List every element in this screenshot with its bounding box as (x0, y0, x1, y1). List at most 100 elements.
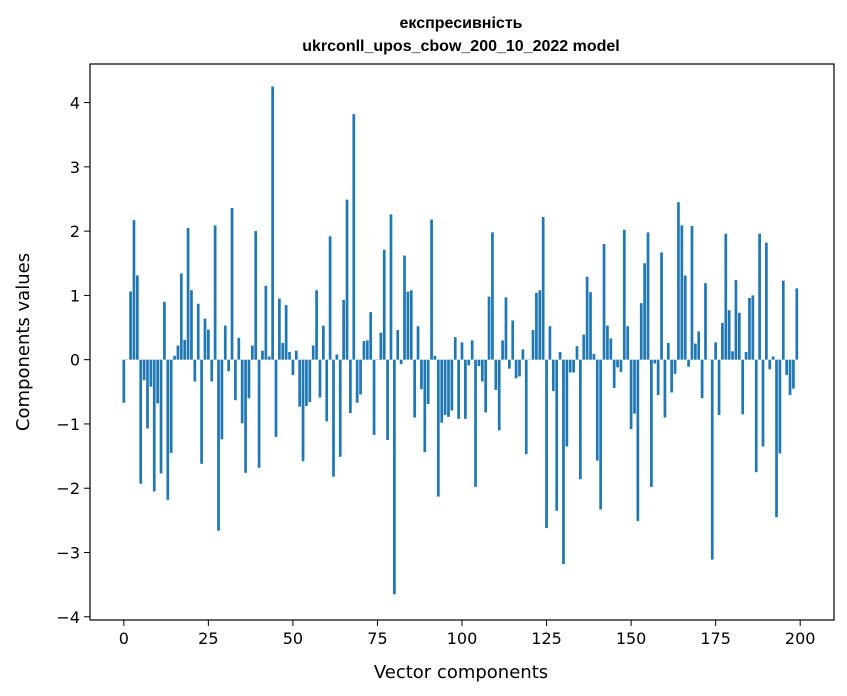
bar-5 (139, 359, 143, 484)
bar-124 (541, 216, 545, 360)
bar-63 (335, 354, 339, 360)
bar-180 (731, 351, 734, 360)
bar-164 (677, 202, 680, 360)
bar-167 (687, 359, 690, 367)
bar-169 (693, 343, 697, 360)
bar-18 (183, 339, 187, 360)
bar-16 (176, 345, 180, 360)
bar-70 (359, 359, 362, 395)
bar-62 (332, 359, 335, 477)
bar-22 (196, 303, 200, 360)
bar-151 (633, 359, 636, 414)
bar-24 (203, 318, 207, 360)
bar-123 (538, 290, 542, 360)
bars-group (122, 86, 799, 595)
bar-198 (792, 359, 795, 389)
bar-23 (200, 359, 203, 464)
bar-33 (234, 359, 237, 401)
bar-143 (606, 325, 609, 360)
bar-129 (558, 351, 562, 360)
x-axis: 0 25 50 75 100 125 150 175 200 (119, 620, 816, 648)
y-tick-label: 2 (70, 222, 80, 241)
bar-88 (420, 359, 423, 390)
bar-108 (487, 296, 491, 360)
bar-137 (585, 276, 589, 360)
x-axis-label: Vector components (374, 662, 548, 683)
bar-101 (464, 359, 467, 419)
y-axis: −4 −3 −2 −1 0 1 2 3 4 (56, 94, 90, 627)
bar-171 (700, 359, 704, 399)
bar-17 (179, 273, 183, 360)
y-tick-label: −1 (56, 415, 80, 434)
bar-6 (142, 359, 146, 381)
bar-27 (213, 225, 217, 360)
bar-58 (318, 359, 322, 398)
bar-96 (447, 359, 450, 417)
bar-154 (643, 263, 646, 360)
bar-103 (470, 340, 474, 360)
bar-20 (190, 290, 193, 360)
bar-156 (650, 359, 653, 487)
bar-159 (660, 252, 663, 360)
bar-2 (129, 291, 132, 360)
bar-122 (535, 292, 538, 360)
bar-67 (349, 359, 352, 414)
bar-104 (474, 359, 477, 487)
bar-166 (683, 275, 687, 360)
bar-140 (595, 359, 599, 461)
bar-78 (386, 359, 389, 441)
x-tick-label: 75 (367, 629, 387, 648)
bar-152 (636, 359, 640, 522)
bar-25 (207, 329, 210, 360)
bar-149 (626, 326, 630, 360)
bar-35 (240, 359, 244, 424)
bar-133 (572, 359, 575, 373)
x-tick-label: 100 (447, 629, 478, 648)
bar-82 (399, 359, 403, 365)
bar-85 (409, 290, 413, 360)
bar-83 (403, 255, 406, 360)
bar-92 (433, 355, 437, 360)
bar-34 (237, 337, 241, 360)
bar-144 (609, 338, 613, 360)
bar-114 (507, 359, 511, 369)
bar-42 (264, 285, 268, 360)
x-tick-label: 200 (785, 629, 816, 648)
bar-141 (599, 359, 603, 510)
bar-187 (754, 359, 758, 473)
bar-15 (173, 355, 176, 360)
bar-19 (186, 227, 190, 360)
bar-136 (582, 334, 586, 360)
bar-44 (271, 86, 274, 360)
bar-48 (284, 305, 288, 360)
bar-179 (727, 310, 731, 360)
bar-188 (758, 233, 761, 360)
bar-117 (518, 359, 521, 377)
bar-105 (477, 359, 481, 367)
bar-77 (382, 249, 386, 360)
bar-177 (721, 323, 724, 360)
bar-131 (565, 359, 569, 447)
x-tick-label: 150 (616, 629, 647, 648)
bar-194 (778, 359, 782, 454)
bar-160 (663, 359, 667, 418)
plot-frame (89, 63, 835, 621)
bar-4 (135, 275, 139, 360)
bar-134 (575, 346, 579, 360)
bar-91 (430, 219, 433, 360)
bar-95 (443, 359, 447, 415)
bar-89 (423, 359, 427, 453)
bar-72 (365, 340, 369, 360)
bar-148 (622, 229, 626, 360)
chart-subtitle: ukrconll_upos_cbow_200_10_2022 model (302, 38, 619, 55)
bar-121 (531, 330, 535, 360)
y-tick-label: 1 (70, 286, 80, 305)
bar-57 (315, 290, 318, 360)
x-tick-label: 50 (283, 629, 303, 648)
y-tick-label: −2 (56, 479, 80, 498)
bar-150 (629, 359, 633, 430)
y-tick-label: 4 (70, 94, 80, 113)
bar-139 (592, 353, 596, 360)
bar-76 (379, 332, 383, 360)
bar-43 (267, 356, 271, 360)
